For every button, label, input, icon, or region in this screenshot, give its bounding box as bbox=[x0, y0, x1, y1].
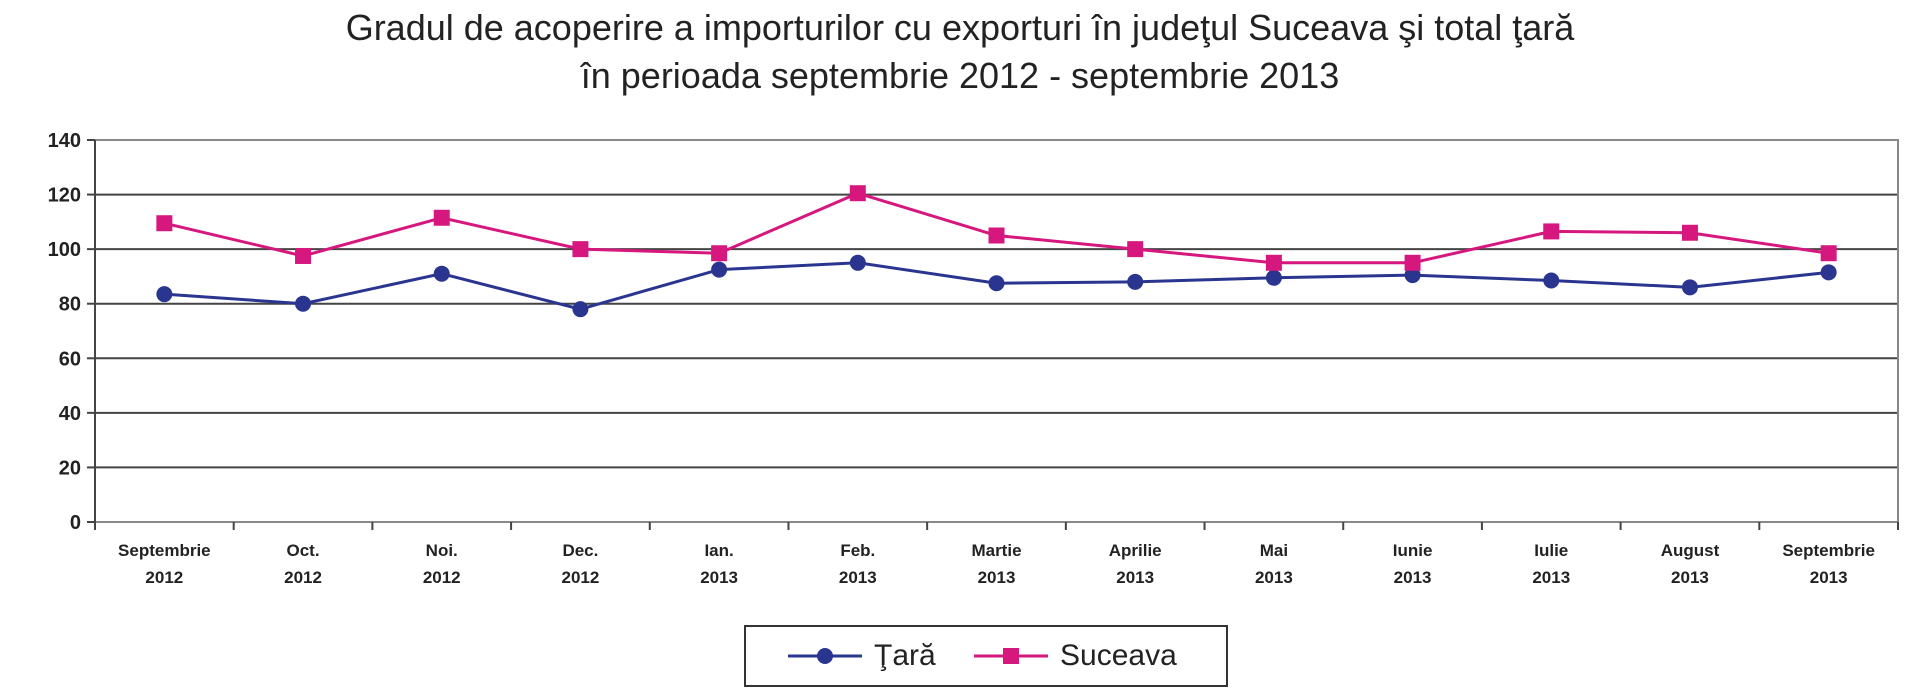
line-chart: 0 20 40 60 80 100 120 140 Septembrie 2012 Oct. 201… bbox=[48, 130, 1899, 587]
data-point bbox=[711, 261, 728, 278]
data-point bbox=[1820, 264, 1837, 281]
legend-label-suceava: Suceava bbox=[1060, 639, 1177, 672]
y-tick-label: 140 bbox=[48, 130, 81, 152]
x-tick-label: Feb. 2013 bbox=[839, 541, 877, 587]
x-tick-label: August 2013 bbox=[1661, 541, 1720, 587]
x-tick-label: Dec. 2012 bbox=[562, 541, 600, 587]
gridlines bbox=[95, 139, 1898, 523]
data-point bbox=[988, 227, 1005, 244]
data-point bbox=[1820, 245, 1837, 262]
data-point bbox=[1404, 254, 1421, 271]
x-tick-label: Oct. 2012 bbox=[284, 541, 322, 587]
x-tick-label: Martie 2013 bbox=[971, 541, 1021, 587]
plot-frame bbox=[94, 139, 1899, 523]
series bbox=[156, 185, 1837, 318]
data-point bbox=[711, 245, 728, 262]
data-point bbox=[1265, 254, 1282, 271]
data-point bbox=[1127, 273, 1144, 290]
data-point bbox=[1543, 223, 1560, 240]
x-tick-label: Noi. 2012 bbox=[423, 541, 461, 587]
axes bbox=[87, 139, 1899, 530]
chart-title: Gradul de acoperire a importurilor cu ex… bbox=[345, 7, 1575, 48]
data-point bbox=[1127, 241, 1144, 258]
legend-item-tara: Ţară bbox=[788, 627, 936, 685]
data-point bbox=[295, 295, 312, 312]
y-tick-label: 80 bbox=[59, 294, 81, 316]
y-tick-label: 120 bbox=[48, 185, 81, 207]
x-tick-label: Ian. 2013 bbox=[700, 541, 738, 587]
y-tick-label: 20 bbox=[59, 457, 81, 479]
x-tick-label: Mai 2013 bbox=[1255, 541, 1293, 587]
data-point bbox=[295, 247, 312, 264]
y-tick-label: 60 bbox=[59, 348, 81, 370]
legend-item-suceava: Suceava bbox=[974, 627, 1177, 685]
x-tick-label: Iunie 2013 bbox=[1393, 541, 1433, 587]
x-tick-label: Iulie 2013 bbox=[1532, 541, 1570, 587]
legend-line-square-icon bbox=[974, 648, 1048, 664]
y-axis-ticks: 0 20 40 60 80 100 120 140 bbox=[48, 130, 81, 534]
data-point bbox=[156, 215, 173, 232]
data-point bbox=[156, 286, 173, 303]
series-suceava bbox=[156, 185, 1837, 271]
x-tick-label: Septembrie 2013 bbox=[1782, 541, 1875, 587]
data-point bbox=[849, 185, 866, 202]
data-point bbox=[1543, 272, 1560, 289]
chart-title-block: Gradul de acoperire a importurilor cu ex… bbox=[0, 4, 1920, 100]
y-tick-label: 0 bbox=[70, 512, 81, 534]
data-point bbox=[433, 209, 450, 226]
x-axis-ticks: Septembrie 2012 Oct. 2012 Noi. 2012 Dec. 2012 Ia… bbox=[118, 541, 1875, 587]
x-tick-label: Aprilie 2013 bbox=[1109, 541, 1162, 587]
data-point bbox=[433, 265, 450, 282]
data-point bbox=[988, 275, 1005, 292]
series-tara bbox=[156, 254, 1837, 318]
data-point bbox=[849, 254, 866, 271]
legend: Ţară Suceava bbox=[744, 625, 1228, 687]
data-point bbox=[1681, 224, 1698, 241]
legend-label-tara: Ţară bbox=[874, 639, 936, 672]
y-tick-label: 40 bbox=[59, 403, 81, 425]
x-tick-label: Septembrie 2012 bbox=[118, 541, 211, 587]
data-point bbox=[1681, 279, 1698, 296]
data-point bbox=[1404, 267, 1421, 284]
chart-subtitle: în perioada septembrie 2012 - septembrie… bbox=[580, 55, 1340, 96]
data-point bbox=[1265, 269, 1282, 286]
data-point bbox=[572, 301, 589, 318]
data-point bbox=[572, 241, 589, 258]
y-tick-label: 100 bbox=[48, 239, 81, 261]
legend-line-circle-icon bbox=[788, 648, 862, 664]
